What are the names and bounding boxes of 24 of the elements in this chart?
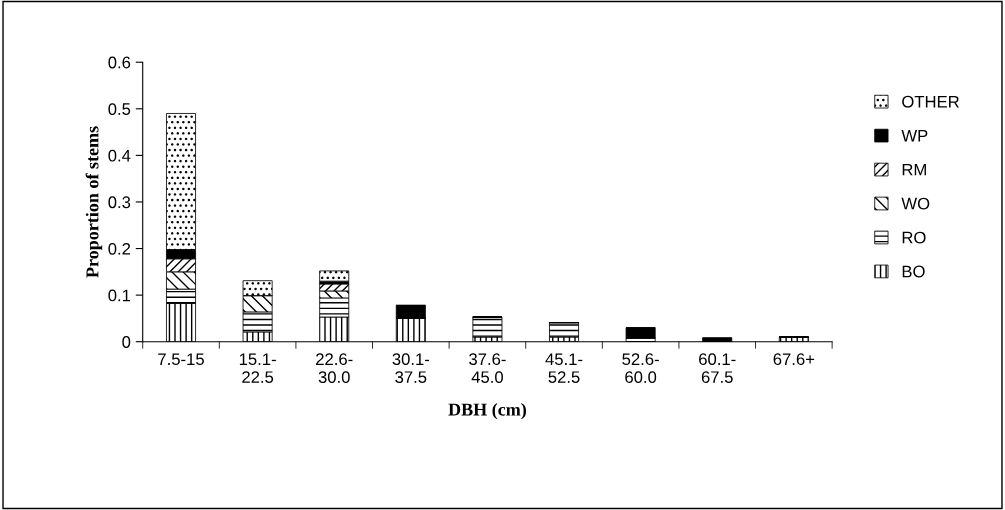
y-tick-label: 0: [122, 336, 131, 348]
x-tick-label: 37.6- 45.0: [469, 353, 506, 384]
y-tick-label: 0.2: [108, 242, 131, 255]
x-tick-label: 30.1- 37.5: [392, 353, 430, 384]
x-tick-label: 7.5-15: [158, 353, 204, 366]
x-tick-label: 45.1- 52.5: [545, 353, 583, 384]
x-tick-label: 15.1- 22.5: [239, 353, 276, 384]
y-tick-label: 0.5: [108, 103, 131, 115]
x-tick-label: 67.6+: [773, 353, 815, 366]
y-axis-title: Proportion of stems: [85, 126, 103, 278]
y-tick-label: 0.3: [108, 196, 131, 209]
legend-label: WO: [901, 197, 930, 210]
legend-label: WP: [901, 129, 928, 142]
legend-label: RM: [902, 163, 926, 176]
legend-label: RO: [902, 231, 926, 244]
y-tick-label: 0.6: [108, 56, 131, 69]
x-axis-title: DBH (cm): [448, 402, 526, 420]
legend-label: OTHER: [902, 95, 959, 108]
x-tick-label: 52.6- 60.0: [622, 353, 659, 384]
y-tick-label: 0.1: [108, 289, 131, 302]
x-tick-label: 22.6- 30.0: [316, 353, 353, 384]
legend-label: BO: [902, 265, 925, 278]
y-tick-label: 0.4: [108, 149, 131, 162]
x-tick-label: 60.1- 67.5: [699, 353, 736, 384]
